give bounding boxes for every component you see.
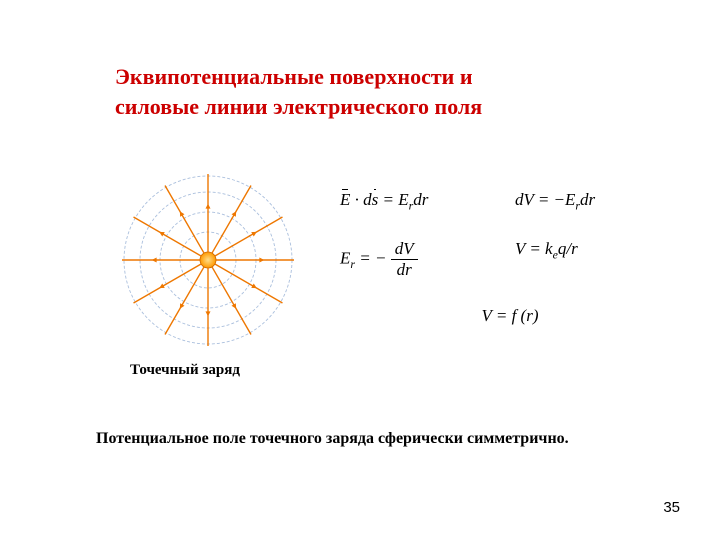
eq-V-coulomb: V = keq/r [515,239,665,280]
eq-Er: Er = − dVdr [340,239,515,280]
diagram-caption: Точечный заряд [130,362,240,379]
eq-E-ds: E · ds = Erdr [340,190,515,213]
equations-block: E · ds = Erdr dV = −Erdr Er = − dVdr V =… [340,190,680,352]
eq-V-f: V = f (r) [482,306,539,326]
summary-text: Потенциальное поле точечного заряда сфер… [96,430,656,448]
title-line-1: Эквипотенциальные поверхности и [115,62,605,92]
point-charge-diagram [118,170,298,350]
page-number: 35 [663,499,680,516]
eq-row-3: V = f (r) [340,306,680,326]
eq-row-2: Er = − dVdr V = keq/r [340,239,680,280]
eq-row-1: E · ds = Erdr dV = −Erdr [340,190,680,213]
eq-dV: dV = −Erdr [515,190,665,213]
page-title: Эквипотенциальные поверхности и силовые … [115,62,605,121]
title-line-2: силовые линии электрического поля [115,92,605,122]
